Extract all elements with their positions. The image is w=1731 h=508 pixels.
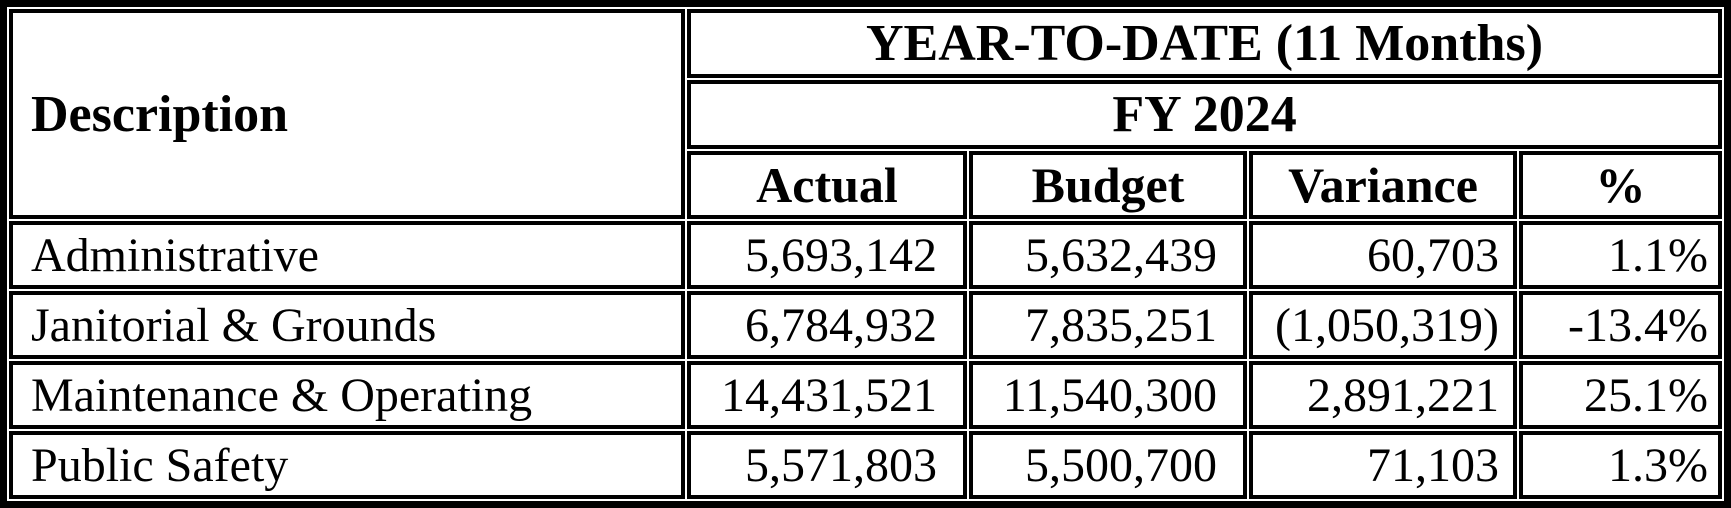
header-row-columns: Actual Budget Variance %: [9, 151, 1723, 219]
row-label: Janitorial & Grounds: [9, 291, 685, 359]
header-row-group: Description YEAR-TO-DATE (11 Months): [9, 9, 1723, 219]
percent-value: 1.1%: [1519, 221, 1723, 289]
variance-value: 2,891,221: [1249, 361, 1517, 429]
column-header-percent: %: [1519, 151, 1723, 219]
table-row-janitorial-grounds: Janitorial & Grounds 6,784,932 7,835,251…: [9, 291, 1723, 359]
variance-value: 60,703: [1249, 221, 1517, 289]
actual-value: 6,784,932: [687, 291, 967, 359]
fiscal-year-header: FY 2024: [687, 80, 1723, 149]
variance-value: (1,050,319): [1249, 291, 1517, 359]
row-label: Maintenance & Operating: [9, 361, 685, 429]
budget-value: 5,500,700: [969, 431, 1247, 499]
percent-value: 1.3%: [1519, 431, 1723, 499]
column-header-variance: Variance: [1249, 151, 1517, 219]
budget-value: 11,540,300: [969, 361, 1247, 429]
row-label: Administrative: [9, 221, 685, 289]
actual-value: 14,431,521: [687, 361, 967, 429]
row-label: Public Safety: [9, 431, 685, 499]
percent-value: 25.1%: [1519, 361, 1723, 429]
percent-value: -13.4%: [1519, 291, 1723, 359]
description-column-header: Description: [9, 9, 685, 219]
header-row-fiscal-year: FY 2024: [9, 80, 1723, 149]
table-row-administrative: Administrative 5,693,142 5,632,439 60,70…: [9, 221, 1723, 289]
year-to-date-header: YEAR-TO-DATE (11 Months): [687, 9, 1723, 78]
actual-value: 5,693,142: [687, 221, 967, 289]
actual-value: 5,571,803: [687, 431, 967, 499]
table-row-public-safety: Public Safety 5,571,803 5,500,700 71,103…: [9, 431, 1723, 499]
variance-value: 71,103: [1249, 431, 1517, 499]
table-row-maintenance-operating: Maintenance & Operating 14,431,521 11,54…: [9, 361, 1723, 429]
budget-value: 7,835,251: [969, 291, 1247, 359]
budget-value: 5,632,439: [969, 221, 1247, 289]
column-header-actual: Actual: [687, 151, 967, 219]
column-header-budget: Budget: [969, 151, 1247, 219]
